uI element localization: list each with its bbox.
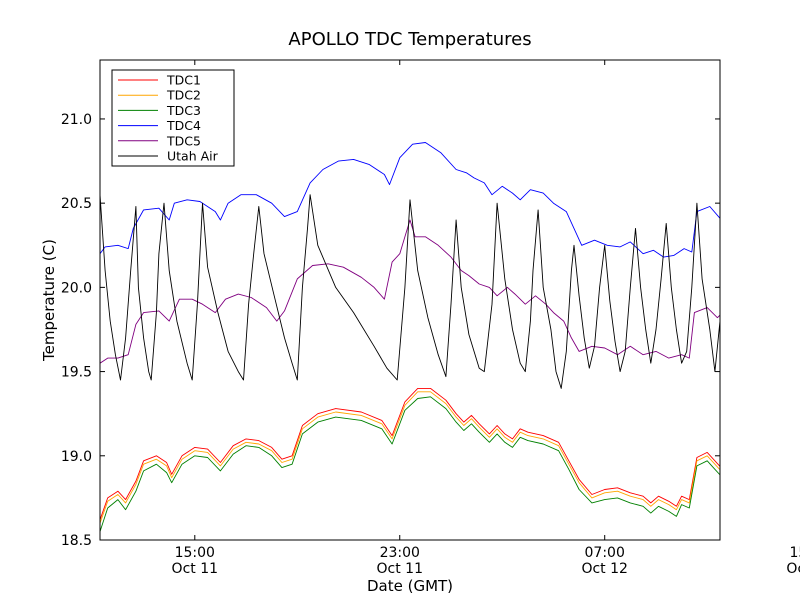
y-tick-label: 20.5 xyxy=(61,196,92,212)
x-tick-label-date: Oct 11 xyxy=(172,561,218,577)
x-tick-label-time: 15:00 xyxy=(789,545,800,561)
x-axis-label: Date (GMT) xyxy=(367,577,453,595)
y-tick-label: 18.5 xyxy=(61,533,92,549)
series-layer xyxy=(100,142,720,532)
legend-label-tdc5: TDC5 xyxy=(166,133,201,148)
x-tick-label-date: Oct 12 xyxy=(786,561,800,577)
y-tick-label: 19.0 xyxy=(61,449,92,465)
y-tick-label: 21.0 xyxy=(61,112,92,128)
series-line-tdc2 xyxy=(100,391,720,524)
legend-label-tdc2: TDC2 xyxy=(166,88,201,103)
series-line-utah-air xyxy=(100,194,720,389)
y-axis-label: Temperature (C) xyxy=(40,239,58,362)
x-tick-label-date: Oct 12 xyxy=(581,561,627,577)
x-tick-label-date: Oct 11 xyxy=(377,561,423,577)
legend-label-tdc4: TDC4 xyxy=(166,118,201,133)
legend-label-tdc3: TDC3 xyxy=(166,103,201,118)
series-line-tdc3 xyxy=(100,396,720,532)
x-tick-label-time: 23:00 xyxy=(380,545,420,561)
plot-frame xyxy=(99,59,721,541)
x-tick-label-time: 15:00 xyxy=(175,545,215,561)
y-tick-label: 19.5 xyxy=(61,365,92,381)
series-line-tdc5 xyxy=(100,219,720,364)
x-tick-label-time: 07:00 xyxy=(585,545,625,561)
series-line-tdc4 xyxy=(100,142,720,258)
y-axis: 18.5 19.0 19.5 20.0 20.5 21.0 xyxy=(61,112,720,549)
legend-box xyxy=(111,69,235,167)
legend-label-utah-air: Utah Air xyxy=(167,149,219,164)
series-line-tdc1 xyxy=(100,387,720,520)
y-tick-label: 20.0 xyxy=(61,280,92,296)
chart-title: APOLLO TDC Temperatures xyxy=(288,29,531,50)
legend-label-tdc1: TDC1 xyxy=(166,73,201,88)
